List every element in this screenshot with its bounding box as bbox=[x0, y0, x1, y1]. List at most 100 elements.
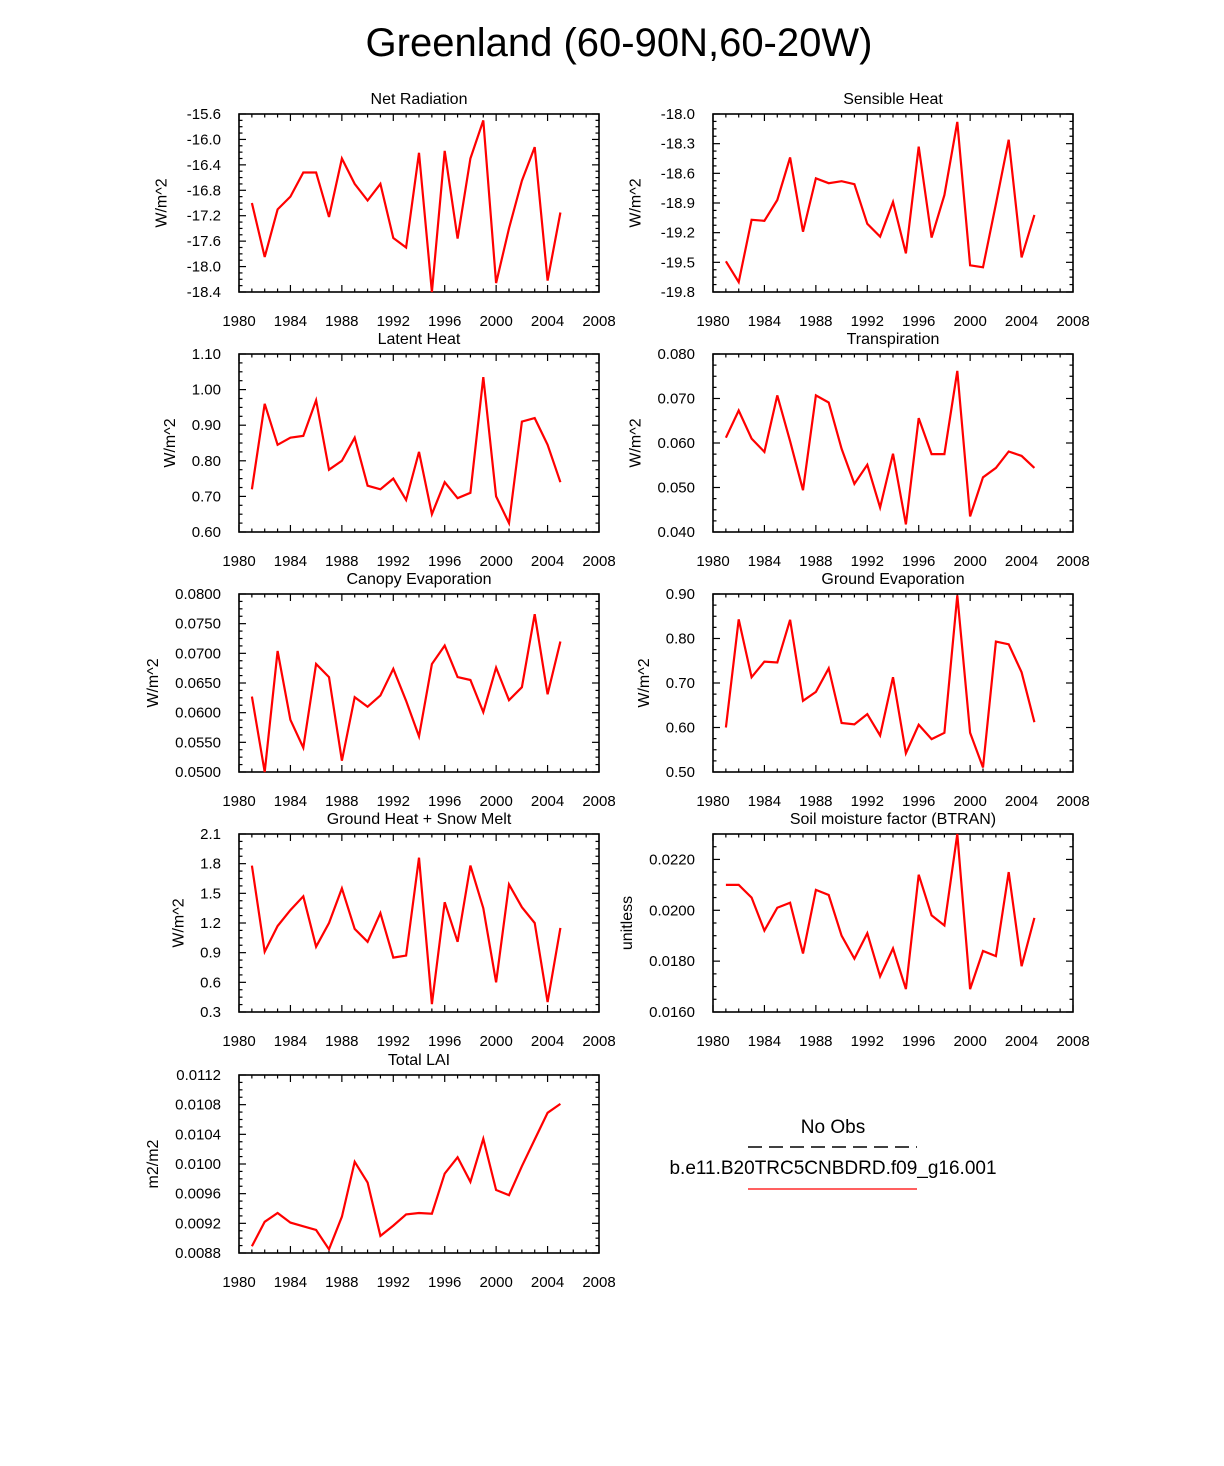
y-tick-label: 0.080 bbox=[657, 346, 695, 363]
x-tick-label: 1984 bbox=[748, 793, 781, 810]
y-tick-label: 0.070 bbox=[657, 391, 695, 408]
x-tick-label: 1992 bbox=[377, 1033, 410, 1050]
y-tick-label: 1.10 bbox=[192, 346, 221, 363]
series-line bbox=[250, 376, 562, 527]
x-tick-label: 2004 bbox=[531, 1033, 564, 1050]
x-tick-label: 1984 bbox=[748, 1033, 781, 1050]
y-tick-label: 0.0112 bbox=[176, 1067, 221, 1084]
y-tick-label: -18.6 bbox=[661, 165, 695, 182]
y-tick-label: 0.0800 bbox=[175, 586, 221, 603]
x-tick-label: 1984 bbox=[274, 1033, 307, 1050]
y-tick-label: 0.0100 bbox=[175, 1156, 221, 1173]
series-line bbox=[724, 595, 1036, 768]
x-tick-label: 1984 bbox=[748, 313, 781, 330]
y-tick-label: -17.6 bbox=[187, 233, 221, 250]
y-tick-label: 0.60 bbox=[666, 720, 695, 737]
y-tick-label: 0.0550 bbox=[175, 734, 221, 751]
y-tick-label: 0.0088 bbox=[175, 1245, 221, 1262]
y-tick-label: 0.9 bbox=[200, 945, 221, 962]
x-tick-label: 2000 bbox=[953, 553, 986, 570]
y-axis-label: W/m^2 bbox=[171, 898, 188, 947]
y-tick-label: 0.90 bbox=[192, 417, 221, 434]
y-tick-label: -16.8 bbox=[187, 182, 221, 199]
x-tick-label: 1988 bbox=[799, 553, 832, 570]
x-tick-label: 1988 bbox=[325, 313, 358, 330]
series-line bbox=[250, 1102, 562, 1252]
y-tick-label: -16.4 bbox=[187, 157, 221, 174]
y-tick-label: -18.9 bbox=[661, 195, 695, 212]
y-axis-label: unitless bbox=[619, 896, 636, 950]
x-tick-label: 2008 bbox=[582, 793, 615, 810]
panel-title: Net Radiation bbox=[371, 91, 468, 108]
y-tick-label: 0.0600 bbox=[175, 705, 221, 722]
plot-frame bbox=[238, 353, 600, 533]
x-tick-label: 2000 bbox=[479, 793, 512, 810]
y-tick-label: 0.0108 bbox=[175, 1097, 221, 1114]
x-tick-label: 2008 bbox=[1056, 553, 1089, 570]
x-tick-label: 1988 bbox=[325, 553, 358, 570]
x-tick-label: 1988 bbox=[799, 313, 832, 330]
panel-title: Ground Heat + Snow Melt bbox=[327, 811, 512, 828]
x-tick-label: 1988 bbox=[799, 793, 832, 810]
panel-5: 1980 1984 1988 1992 1996 2000 2004 2008 0.0800 0.… bbox=[145, 571, 616, 810]
panel-title: Transpiration bbox=[847, 331, 940, 348]
x-tick-label: 1996 bbox=[428, 553, 461, 570]
x-tick-label: 1980 bbox=[696, 1033, 729, 1050]
y-axis-label: W/m^2 bbox=[154, 178, 171, 227]
x-tick-label: 2008 bbox=[582, 313, 615, 330]
x-tick-label: 1992 bbox=[851, 793, 884, 810]
legend-obs-label: No Obs bbox=[801, 1117, 865, 1138]
x-tick-label: 2008 bbox=[1056, 793, 1089, 810]
x-tick-label: 1992 bbox=[851, 313, 884, 330]
series-line bbox=[250, 120, 562, 293]
x-tick-label: 1992 bbox=[377, 793, 410, 810]
x-tick-label: 1980 bbox=[222, 313, 255, 330]
x-tick-label: 2000 bbox=[479, 1033, 512, 1050]
x-tick-label: 1988 bbox=[325, 1274, 358, 1291]
x-tick-label: 1988 bbox=[325, 793, 358, 810]
x-tick-label: 1980 bbox=[222, 1033, 255, 1050]
y-tick-label: 0.0200 bbox=[649, 902, 695, 919]
x-tick-label: 2008 bbox=[1056, 1033, 1089, 1050]
y-tick-label: 1.2 bbox=[200, 915, 221, 932]
y-tick-label: -18.4 bbox=[187, 284, 221, 301]
x-tick-label: 2000 bbox=[953, 313, 986, 330]
y-tick-label: 0.0750 bbox=[175, 616, 221, 633]
x-tick-label: 2000 bbox=[953, 793, 986, 810]
x-tick-label: 2000 bbox=[479, 553, 512, 570]
x-tick-label: 1980 bbox=[222, 553, 255, 570]
x-tick-label: 1980 bbox=[222, 1274, 255, 1291]
series-line bbox=[250, 614, 562, 773]
y-tick-label: 0.0180 bbox=[649, 953, 695, 970]
series-line bbox=[725, 833, 1036, 990]
y-axis-label: W/m^2 bbox=[628, 418, 645, 467]
y-tick-label: 0.0500 bbox=[175, 764, 221, 781]
y-tick-label: 0.70 bbox=[192, 488, 221, 505]
x-tick-label: 1996 bbox=[902, 793, 935, 810]
x-tick-label: 1996 bbox=[902, 553, 935, 570]
x-tick-label: 2004 bbox=[531, 793, 564, 810]
y-tick-label: 0.0092 bbox=[175, 1215, 221, 1232]
x-tick-label: 1992 bbox=[851, 1033, 884, 1050]
y-tick-label: 0.0096 bbox=[175, 1186, 221, 1203]
plot-frame bbox=[238, 1074, 600, 1254]
x-tick-label: 2000 bbox=[479, 313, 512, 330]
figure-title: Greenland (60-90N,60-20W) bbox=[366, 21, 873, 65]
panel-title: Canopy Evaporation bbox=[347, 571, 492, 588]
y-tick-label: 2.1 bbox=[200, 826, 221, 843]
panel-7: 1980 1984 1988 1992 1996 2000 2004 2008 2.1 1.8 1.… bbox=[171, 811, 616, 1050]
x-tick-label: 1980 bbox=[696, 553, 729, 570]
panel-8: 1980 1984 1988 1992 1996 2000 2004 2008 0.0220 0.… bbox=[619, 811, 1090, 1050]
x-tick-label: 1992 bbox=[851, 553, 884, 570]
y-tick-label: -18.3 bbox=[661, 136, 695, 153]
x-tick-label: 1980 bbox=[696, 793, 729, 810]
x-tick-label: 1992 bbox=[377, 1274, 410, 1291]
panel-9: 1980 1984 1988 1992 1996 2000 2004 2008 0.0112 0.… bbox=[145, 1052, 616, 1291]
panel-4: 1980 1984 1988 1992 1996 2000 2004 2008 0.080 0.0… bbox=[628, 331, 1090, 570]
panel-2: 1980 1984 1988 1992 1996 2000 2004 2008 -18.0 -18… bbox=[628, 91, 1090, 330]
panel-3: 1980 1984 1988 1992 1996 2000 2004 2008 1.10 1.00… bbox=[162, 331, 616, 570]
panel-1: 1980 1984 1988 1992 1996 2000 2004 2008 -15.6 -16… bbox=[154, 91, 616, 330]
x-tick-label: 2008 bbox=[1056, 313, 1089, 330]
y-tick-label: 1.00 bbox=[192, 382, 221, 399]
